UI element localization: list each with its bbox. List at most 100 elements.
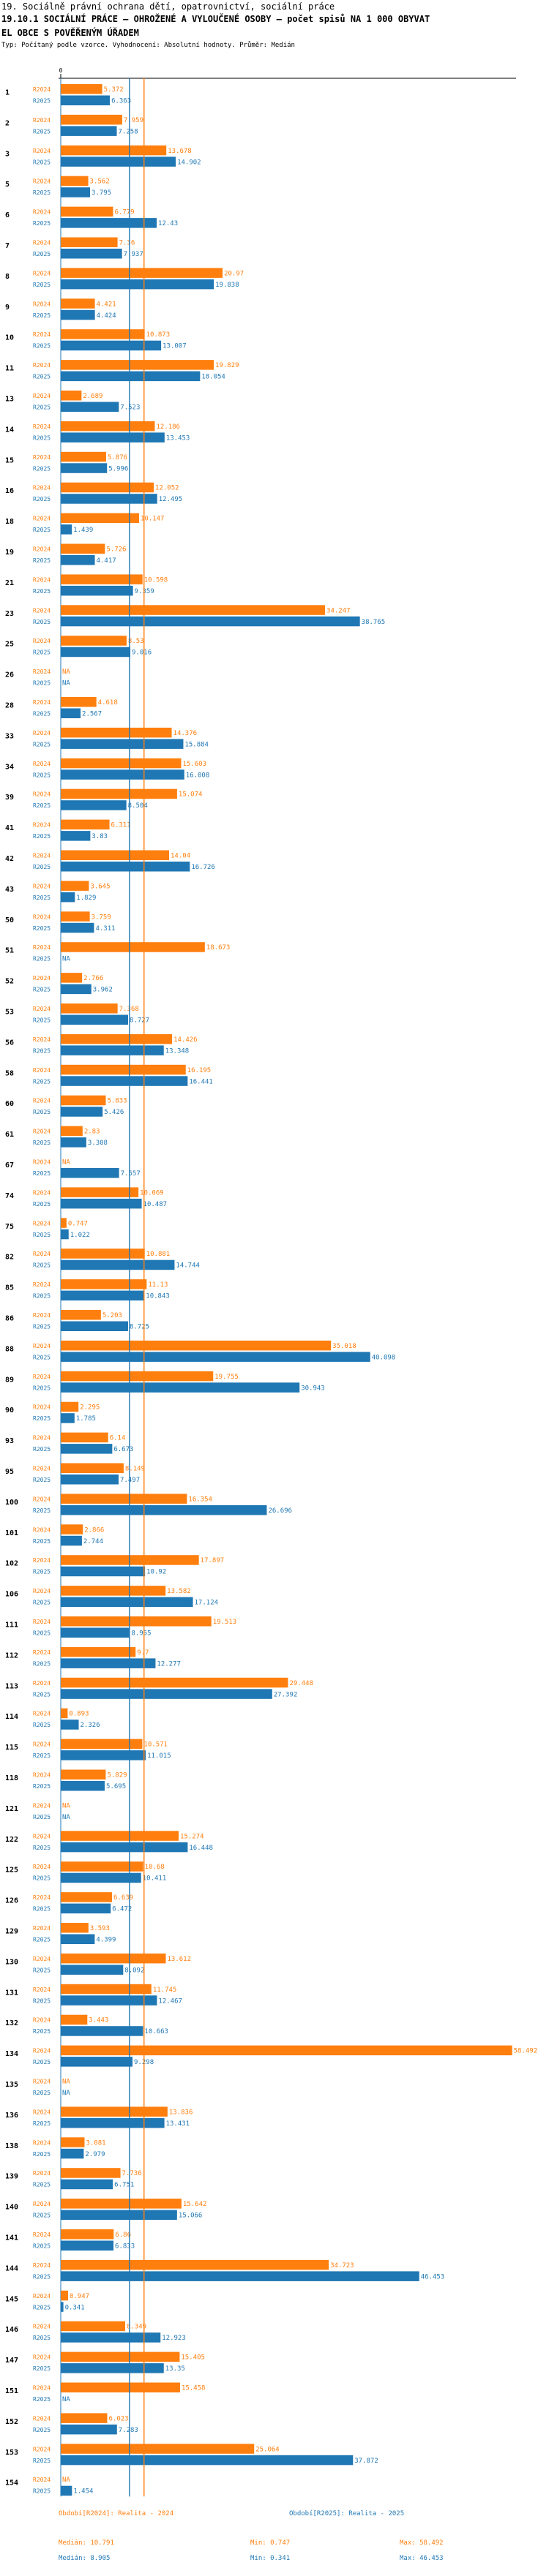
header-title: 19.10.1 SOCIÁLNÍ PRÁCE – OHROŽENÉ A VYLO…: [1, 14, 430, 24]
category-label: 126: [5, 1897, 18, 1905]
value-label: 8.504: [128, 802, 148, 810]
bar: [61, 1218, 67, 1228]
value-label: 18.054: [201, 374, 225, 381]
bar: [61, 1627, 130, 1638]
bar: [61, 1586, 166, 1596]
series-label: R2024: [33, 1986, 51, 1993]
bar: [61, 788, 177, 799]
category-label: 42: [5, 855, 14, 863]
bar: [61, 432, 165, 442]
series-label: R2024: [33, 1312, 51, 1319]
value-label: 6.833: [115, 2243, 135, 2251]
bar: [61, 1494, 187, 1504]
category-label: 18: [5, 518, 14, 526]
category-label: 11: [5, 365, 14, 373]
value-label: 13.431: [166, 2120, 190, 2128]
series-label: R2025: [33, 1600, 51, 1606]
value-label: 4.311: [95, 925, 115, 933]
series-label: R2025: [33, 1722, 51, 1728]
value-label: 3.308: [88, 1140, 108, 1147]
bar: [61, 298, 95, 309]
legend-2024-title: Období[R2024]: Realita - 2024: [59, 2510, 174, 2517]
series-label: R2025: [33, 434, 51, 441]
value-label: 15.603: [182, 761, 206, 768]
category-label: 134: [5, 2050, 18, 2058]
category-label: 153: [5, 2449, 18, 2457]
value-label: 2.866: [84, 1526, 104, 1534]
legend-2025-max: Max: 46.453: [400, 2555, 444, 2562]
bar: [61, 1095, 106, 1106]
category-label: 154: [5, 2479, 18, 2488]
series-label: R2024: [33, 2477, 51, 2483]
series-label: R2025: [33, 1385, 51, 1391]
value-label: 35.018: [332, 1343, 356, 1350]
value-label: 7.959: [124, 117, 143, 124]
legend-2025-median: Medián: 8.905: [59, 2555, 111, 2562]
series-label: R2025: [33, 1354, 51, 1360]
bar: [61, 1045, 164, 1055]
series-label: R2024: [33, 1557, 51, 1564]
value-label: 12.467: [158, 1997, 182, 2005]
category-label: 33: [5, 732, 14, 740]
category-label: 139: [5, 2173, 18, 2181]
bar: [61, 84, 102, 94]
value-label: 7.283: [119, 2427, 138, 2434]
value-label: NA: [62, 2477, 70, 2484]
category-label: 16: [5, 487, 14, 495]
legend-2024-median: Medián: 10.791: [59, 2539, 114, 2547]
bar: [61, 911, 90, 922]
series-label: R2024: [33, 1220, 51, 1227]
bar: [61, 1198, 142, 1209]
bar: [61, 1831, 179, 1841]
category-label: 102: [5, 1560, 18, 1568]
bar: [61, 1646, 136, 1657]
bar: [61, 647, 131, 658]
bar: [61, 1003, 118, 1014]
value-label: 37.872: [354, 2458, 378, 2465]
series-label: R2024: [33, 546, 51, 553]
category-label: 112: [5, 1652, 18, 1660]
series-label: R2025: [33, 987, 51, 993]
category-label: 89: [5, 1376, 14, 1384]
value-label: 2.567: [82, 711, 102, 718]
bar: [61, 942, 205, 952]
bar: [61, 850, 170, 860]
bar: [61, 1934, 95, 1944]
series-label: R2025: [33, 1109, 51, 1115]
value-label: 46.453: [421, 2273, 445, 2281]
value-label: 2.326: [81, 1722, 100, 1729]
series-label: R2025: [33, 2335, 51, 2341]
value-label: 6.779: [114, 209, 134, 216]
category-label: 129: [5, 1928, 18, 1936]
series-label: R2024: [33, 576, 51, 583]
category-label: 9: [5, 304, 10, 312]
series-label: R2025: [33, 557, 51, 564]
series-label: R2025: [33, 1660, 51, 1667]
bar: [61, 95, 111, 105]
category-label: 13: [5, 396, 14, 404]
bar: [61, 1076, 188, 1086]
value-label: 5.833: [107, 1098, 127, 1105]
category-label: 41: [5, 824, 14, 832]
value-label: 10.881: [146, 1251, 171, 1258]
bar: [61, 862, 190, 872]
bar: [61, 2240, 114, 2251]
bar: [61, 1187, 139, 1197]
series-label: R2024: [33, 1006, 51, 1012]
value-label: NA: [62, 669, 70, 676]
series-label: R2025: [33, 1201, 51, 1208]
value-label: 16.354: [188, 1496, 212, 1503]
series-label: R2024: [33, 944, 51, 951]
bar: [61, 769, 184, 780]
value-label: 10.873: [146, 331, 171, 339]
series-label: R2025: [33, 1477, 51, 1483]
category-label: 19: [5, 549, 14, 557]
value-label: NA: [62, 680, 70, 688]
series-label: R2024: [33, 1098, 51, 1104]
value-label: 14.376: [173, 730, 198, 737]
series-label: R2025: [33, 1415, 51, 1422]
value-label: 10.68: [145, 1864, 165, 1871]
value-label: 9.016: [132, 649, 152, 657]
bar: [61, 973, 83, 983]
value-label: 16.448: [189, 1845, 213, 1852]
